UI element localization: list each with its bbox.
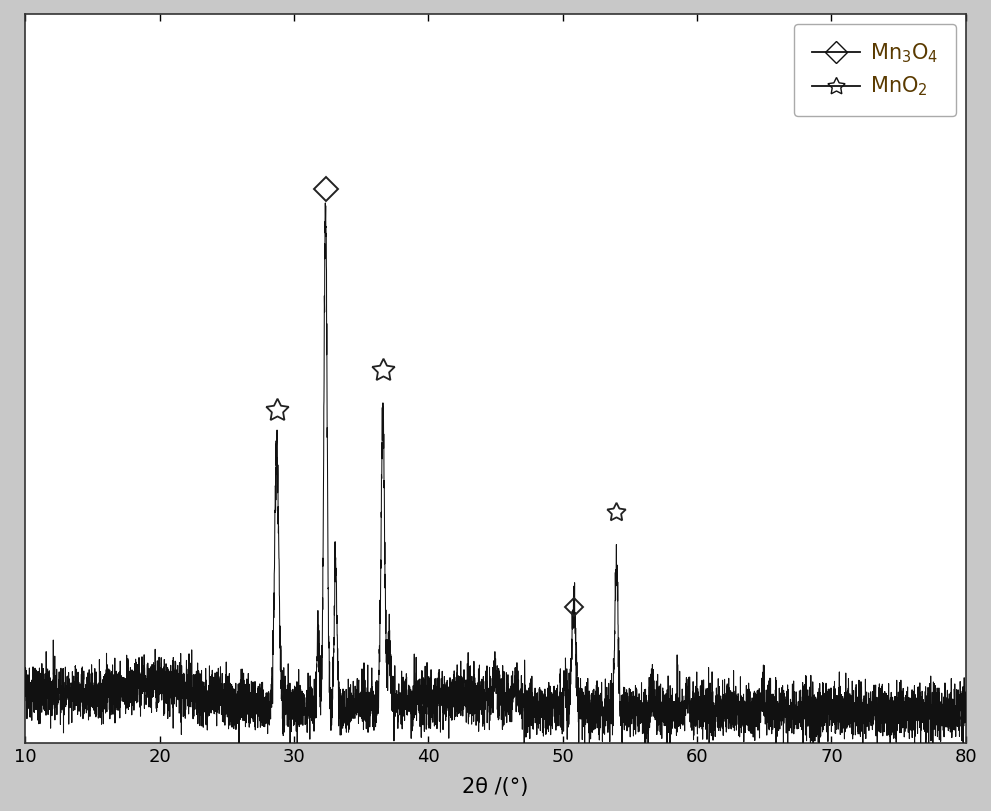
Legend: Mn$_3$O$_4$, MnO$_2$: Mn$_3$O$_4$, MnO$_2$ bbox=[795, 24, 956, 115]
X-axis label: 2θ /(°): 2θ /(°) bbox=[463, 777, 528, 797]
